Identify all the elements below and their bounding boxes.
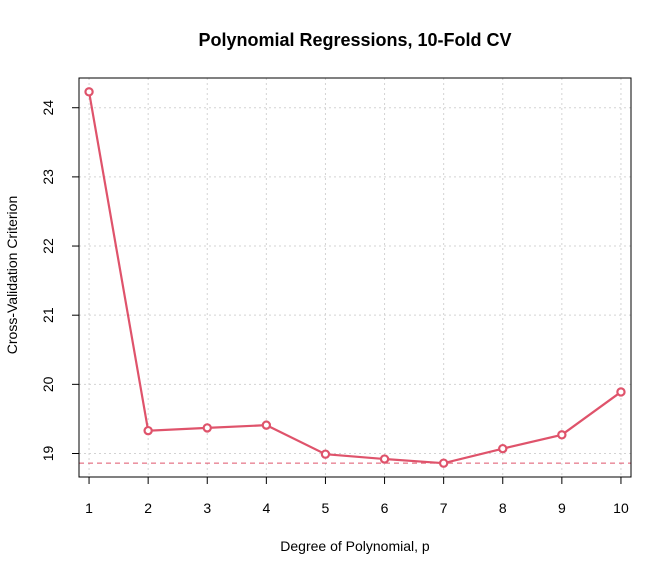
data-point — [84, 87, 94, 97]
data-point — [557, 430, 567, 440]
chart-title: Polynomial Regressions, 10-Fold CV — [198, 30, 511, 50]
x-tick-label: 6 — [381, 500, 389, 516]
x-tick-label: 7 — [440, 500, 448, 516]
y-tick-label: 19 — [40, 445, 56, 461]
x-tick-label: 5 — [322, 500, 330, 516]
y-tick-label: 23 — [40, 169, 56, 185]
y-tick-label: 20 — [40, 376, 56, 392]
series-line — [87, 91, 622, 465]
y-axis-label: Cross-Validation Criterion — [4, 196, 20, 354]
x-tick-label: 8 — [499, 500, 507, 516]
x-tick-label: 10 — [613, 500, 629, 516]
y-tick-label: 22 — [40, 238, 56, 254]
y-tick-label: 24 — [40, 100, 56, 116]
data-points — [84, 87, 626, 468]
plot-frame — [78, 77, 632, 478]
data-point — [498, 443, 508, 454]
y-axis: 19 20 21 22 23 24 — [40, 100, 79, 461]
y-tick-label: 21 — [40, 307, 56, 323]
x-tick-label: 2 — [144, 500, 152, 516]
x-tick-label: 3 — [203, 500, 211, 516]
data-point — [261, 420, 272, 430]
x-axis-label: Degree of Polynomial, p — [280, 538, 430, 554]
grid — [79, 78, 631, 477]
data-point — [320, 449, 331, 459]
data-point — [379, 454, 390, 464]
data-point — [143, 425, 153, 436]
x-axis: 1 2 3 4 5 6 7 8 9 10 — [85, 477, 629, 516]
x-tick-label: 9 — [558, 500, 566, 516]
data-point — [438, 458, 449, 468]
data-point — [616, 387, 626, 397]
x-tick-label: 1 — [85, 500, 93, 516]
x-tick-label: 4 — [262, 500, 270, 516]
data-point — [202, 423, 212, 433]
